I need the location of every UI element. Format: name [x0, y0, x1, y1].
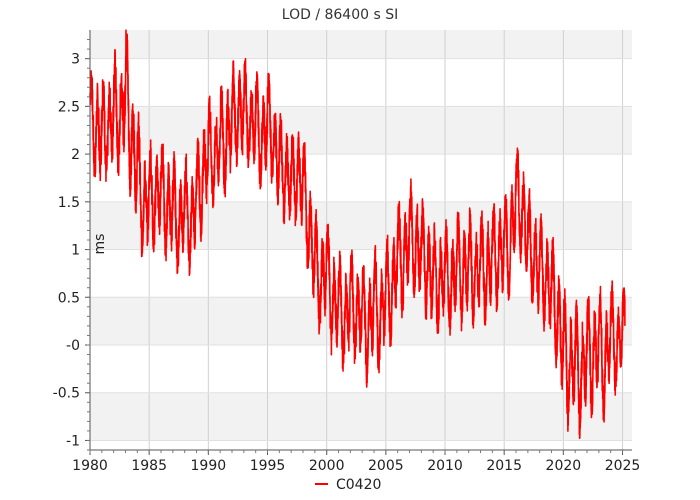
y-tick-label: 2 — [71, 147, 80, 163]
grid-lines — [89, 30, 632, 450]
x-tick-label: 1985 — [131, 458, 167, 474]
y-axis-ticks: 3 2.5 2 1.5 1 0.5 -0 -0.5 -1 — [53, 39, 90, 451]
x-tick-label: 2015 — [486, 458, 522, 474]
series-line-c0420 — [89, 29, 626, 440]
legend[interactable]: C0420 — [315, 477, 381, 493]
x-axis-ticks: 1980 1985 1990 1995 2000 2005 2010 2015 2020 2025 — [72, 450, 640, 474]
grid-band — [90, 392, 632, 441]
x-tick-label: 2025 — [605, 458, 641, 474]
y-tick-label: 3 — [71, 52, 80, 68]
y-tick-label: 1 — [71, 243, 80, 259]
y-tick-label: 2.5 — [58, 99, 80, 115]
series-layer — [89, 29, 626, 440]
x-tick-label: 2005 — [368, 458, 404, 474]
y-axis-label: ms — [92, 234, 108, 255]
x-tick-label: 1980 — [72, 458, 108, 474]
x-tick-label: 2000 — [309, 458, 345, 474]
legend-label-c0420: C0420 — [336, 477, 381, 493]
grid-band — [90, 30, 632, 59]
y-tick-label: 1.5 — [58, 195, 80, 211]
x-tick-label: 1990 — [191, 458, 227, 474]
x-tick-label: 2010 — [427, 458, 463, 474]
x-tick-label: 1995 — [250, 458, 286, 474]
y-tick-label: -1 — [66, 433, 80, 449]
y-tick-label: 0.5 — [58, 290, 80, 306]
grid-band — [90, 106, 632, 155]
y-tick-label: -0 — [66, 338, 80, 354]
x-tick-label: 2020 — [546, 458, 582, 474]
y-tick-label: -0.5 — [53, 386, 80, 402]
chart-title: LOD / 86400 s SI — [282, 7, 398, 23]
